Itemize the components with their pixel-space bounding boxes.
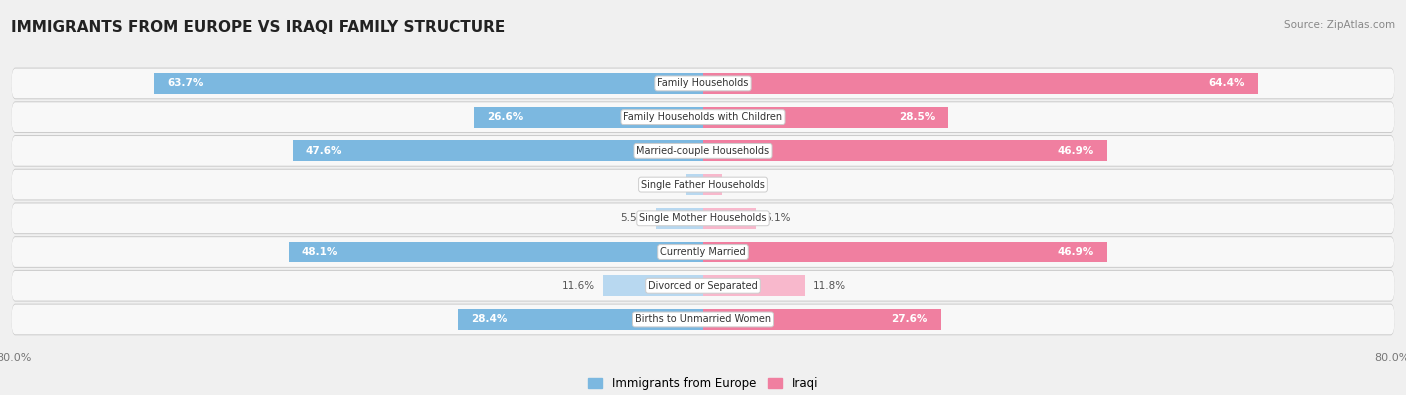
FancyBboxPatch shape — [11, 101, 1395, 133]
Text: 11.8%: 11.8% — [813, 281, 846, 291]
Text: IMMIGRANTS FROM EUROPE VS IRAQI FAMILY STRUCTURE: IMMIGRANTS FROM EUROPE VS IRAQI FAMILY S… — [11, 20, 506, 35]
Bar — [703, 73, 1257, 94]
FancyBboxPatch shape — [11, 170, 1395, 199]
Bar — [155, 73, 703, 94]
Text: 48.1%: 48.1% — [302, 247, 337, 257]
Text: 28.4%: 28.4% — [471, 314, 508, 324]
FancyBboxPatch shape — [11, 136, 1395, 166]
FancyBboxPatch shape — [11, 68, 1395, 99]
Bar — [703, 140, 1107, 161]
Text: 2.2%: 2.2% — [731, 180, 756, 190]
Text: Source: ZipAtlas.com: Source: ZipAtlas.com — [1284, 20, 1395, 30]
Bar — [703, 208, 755, 229]
Bar — [703, 309, 941, 330]
FancyBboxPatch shape — [11, 135, 1395, 167]
Bar — [474, 107, 703, 128]
Text: 47.6%: 47.6% — [307, 146, 343, 156]
Text: 11.6%: 11.6% — [561, 281, 595, 291]
FancyBboxPatch shape — [11, 236, 1395, 268]
Text: Family Households: Family Households — [658, 79, 748, 88]
Text: 63.7%: 63.7% — [167, 79, 204, 88]
FancyBboxPatch shape — [11, 69, 1395, 98]
Text: Currently Married: Currently Married — [661, 247, 745, 257]
Bar — [288, 242, 703, 263]
Legend: Immigrants from Europe, Iraqi: Immigrants from Europe, Iraqi — [583, 372, 823, 395]
Text: 28.5%: 28.5% — [900, 112, 935, 122]
Text: 2.0%: 2.0% — [651, 180, 678, 190]
Bar — [703, 242, 1107, 263]
FancyBboxPatch shape — [11, 203, 1395, 234]
Text: Divorced or Separated: Divorced or Separated — [648, 281, 758, 291]
FancyBboxPatch shape — [11, 271, 1395, 301]
Bar — [703, 174, 721, 195]
FancyBboxPatch shape — [11, 305, 1395, 334]
Bar — [603, 275, 703, 296]
Bar — [703, 107, 949, 128]
Text: Family Households with Children: Family Households with Children — [623, 112, 783, 122]
Text: 6.1%: 6.1% — [763, 213, 790, 223]
Text: 46.9%: 46.9% — [1057, 247, 1094, 257]
Text: 27.6%: 27.6% — [891, 314, 928, 324]
FancyBboxPatch shape — [11, 237, 1395, 267]
Text: 46.9%: 46.9% — [1057, 146, 1094, 156]
Text: Births to Unmarried Women: Births to Unmarried Women — [636, 314, 770, 324]
Text: Single Father Households: Single Father Households — [641, 180, 765, 190]
Text: 26.6%: 26.6% — [486, 112, 523, 122]
FancyBboxPatch shape — [11, 203, 1395, 233]
Bar — [686, 174, 703, 195]
Text: Single Mother Households: Single Mother Households — [640, 213, 766, 223]
Bar — [655, 208, 703, 229]
Text: Married-couple Households: Married-couple Households — [637, 146, 769, 156]
FancyBboxPatch shape — [11, 169, 1395, 200]
Bar — [292, 140, 703, 161]
Text: 5.5%: 5.5% — [620, 213, 647, 223]
FancyBboxPatch shape — [11, 304, 1395, 335]
FancyBboxPatch shape — [11, 270, 1395, 302]
FancyBboxPatch shape — [11, 102, 1395, 132]
Text: 64.4%: 64.4% — [1208, 79, 1244, 88]
Bar — [703, 275, 804, 296]
Bar — [458, 309, 703, 330]
